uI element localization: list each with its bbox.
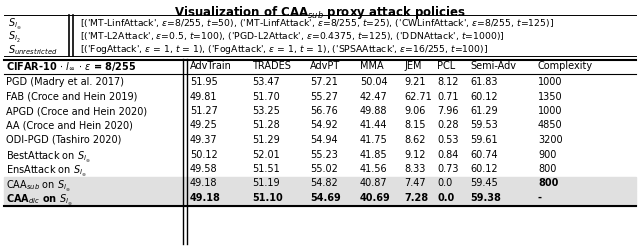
Text: 41.85: 41.85 [360, 150, 388, 159]
Text: 49.18: 49.18 [190, 193, 221, 203]
Text: 59.53: 59.53 [470, 121, 498, 130]
Text: Visualization of CAA$_{sub}$ proxy attack policies: Visualization of CAA$_{sub}$ proxy attac… [174, 4, 466, 21]
Text: 51.19: 51.19 [252, 179, 280, 188]
Text: 50.12: 50.12 [190, 150, 218, 159]
Text: CAA$_{sub}$ on $S_{l_\infty}$: CAA$_{sub}$ on $S_{l_\infty}$ [6, 179, 70, 193]
Text: CIFAR-10 $\cdot$ $l_\infty$ $\cdot$ $\epsilon$ = 8/255: CIFAR-10 $\cdot$ $l_\infty$ $\cdot$ $\ep… [6, 61, 136, 73]
Text: MMA: MMA [360, 61, 383, 71]
Text: 41.56: 41.56 [360, 164, 388, 174]
Text: 54.92: 54.92 [310, 121, 338, 130]
Text: 40.87: 40.87 [360, 179, 388, 188]
Text: 55.02: 55.02 [310, 164, 338, 174]
Bar [4, 177, 636, 191]
Text: 53.25: 53.25 [252, 106, 280, 116]
Text: [('MT-LinfAttack', $\epsilon$=8/255, $t$=50), ('MT-LinfAttack', $\epsilon$=8/255: [('MT-LinfAttack', $\epsilon$=8/255, $t$… [80, 17, 554, 29]
Text: 7.47: 7.47 [404, 179, 426, 188]
Text: 0.84: 0.84 [437, 150, 458, 159]
Text: 51.70: 51.70 [252, 92, 280, 101]
Text: 41.75: 41.75 [360, 135, 388, 145]
Text: 0.0: 0.0 [437, 193, 454, 203]
Text: 50.04: 50.04 [360, 77, 388, 87]
Text: 61.83: 61.83 [470, 77, 497, 87]
Text: 7.96: 7.96 [437, 106, 458, 116]
Text: 9.21: 9.21 [404, 77, 426, 87]
Text: [('FogAttack', $\epsilon$ = 1, $t$ = 1), ('FogAttack', $\epsilon$ = 1, $t$ = 1),: [('FogAttack', $\epsilon$ = 1, $t$ = 1),… [80, 43, 488, 56]
Text: $S_{l_\infty}$: $S_{l_\infty}$ [8, 17, 22, 31]
Text: JEM: JEM [404, 61, 422, 71]
Text: 8.33: 8.33 [404, 164, 426, 174]
Text: FAB (Croce and Hein 2019): FAB (Croce and Hein 2019) [6, 92, 138, 101]
Text: 62.71: 62.71 [404, 92, 432, 101]
Text: 9.06: 9.06 [404, 106, 426, 116]
Text: 49.37: 49.37 [190, 135, 218, 145]
Text: 54.82: 54.82 [310, 179, 338, 188]
Text: 51.95: 51.95 [190, 77, 218, 87]
Bar [4, 191, 636, 206]
Text: 49.81: 49.81 [190, 92, 218, 101]
Text: APGD (Croce and Hein 2020): APGD (Croce and Hein 2020) [6, 106, 147, 116]
Text: Semi-Adv: Semi-Adv [470, 61, 516, 71]
Text: 800: 800 [538, 179, 558, 188]
Text: 55.23: 55.23 [310, 150, 338, 159]
Text: 1000: 1000 [538, 106, 563, 116]
Text: Complexity: Complexity [538, 61, 593, 71]
Text: EnsAttack on $S_{l_\infty}$: EnsAttack on $S_{l_\infty}$ [6, 164, 86, 178]
Text: 59.61: 59.61 [470, 135, 498, 145]
Text: 51.51: 51.51 [252, 164, 280, 174]
Text: 59.38: 59.38 [470, 193, 501, 203]
Text: 53.47: 53.47 [252, 77, 280, 87]
Text: 61.29: 61.29 [470, 106, 498, 116]
Text: 54.94: 54.94 [310, 135, 338, 145]
Text: PCL: PCL [437, 61, 455, 71]
Text: 800: 800 [538, 164, 556, 174]
Text: AdvTrain: AdvTrain [190, 61, 232, 71]
Text: -: - [538, 193, 542, 203]
Text: 49.58: 49.58 [190, 164, 218, 174]
Text: [('MT-L2Attack', $\epsilon$=0.5, $t$=100), ('PGD-L2Attack', $\epsilon$=0.4375, $: [('MT-L2Attack', $\epsilon$=0.5, $t$=100… [80, 30, 504, 42]
Text: 8.12: 8.12 [437, 77, 458, 87]
Text: 51.28: 51.28 [252, 121, 280, 130]
Text: 49.18: 49.18 [190, 179, 218, 188]
Text: 0.53: 0.53 [437, 135, 458, 145]
Text: 49.25: 49.25 [190, 121, 218, 130]
Text: TRADES: TRADES [252, 61, 291, 71]
Text: 8.62: 8.62 [404, 135, 426, 145]
Text: 52.01: 52.01 [252, 150, 280, 159]
Text: $S_{l_2}$: $S_{l_2}$ [8, 30, 20, 45]
Text: 3200: 3200 [538, 135, 563, 145]
Text: 1350: 1350 [538, 92, 563, 101]
Text: 49.88: 49.88 [360, 106, 387, 116]
Text: BestAttack on $S_{l_\infty}$: BestAttack on $S_{l_\infty}$ [6, 150, 91, 164]
Text: 51.27: 51.27 [190, 106, 218, 116]
Text: CAA$_{dic}$ on $S_{l_\infty}$: CAA$_{dic}$ on $S_{l_\infty}$ [6, 193, 72, 207]
Text: 9.12: 9.12 [404, 150, 426, 159]
Text: 4850: 4850 [538, 121, 563, 130]
Text: 8.15: 8.15 [404, 121, 426, 130]
Text: 41.44: 41.44 [360, 121, 387, 130]
Text: 40.69: 40.69 [360, 193, 391, 203]
Text: 900: 900 [538, 150, 556, 159]
Text: 57.21: 57.21 [310, 77, 338, 87]
Text: 0.73: 0.73 [437, 164, 458, 174]
Text: AdvPT: AdvPT [310, 61, 340, 71]
Text: 51.29: 51.29 [252, 135, 280, 145]
Text: 55.27: 55.27 [310, 92, 338, 101]
Text: 60.12: 60.12 [470, 92, 498, 101]
Text: PGD (Madry et al. 2017): PGD (Madry et al. 2017) [6, 77, 124, 87]
Text: 42.47: 42.47 [360, 92, 388, 101]
Text: 56.76: 56.76 [310, 106, 338, 116]
Text: 59.45: 59.45 [470, 179, 498, 188]
Text: 7.28: 7.28 [404, 193, 428, 203]
Text: 51.10: 51.10 [252, 193, 283, 203]
Text: 54.69: 54.69 [310, 193, 340, 203]
Text: 60.12: 60.12 [470, 164, 498, 174]
Text: $S_{unrestricted}$: $S_{unrestricted}$ [8, 43, 58, 57]
Text: 0.71: 0.71 [437, 92, 458, 101]
Text: 60.74: 60.74 [470, 150, 498, 159]
Text: 0.0: 0.0 [437, 179, 452, 188]
Text: AA (Croce and Hein 2020): AA (Croce and Hein 2020) [6, 121, 133, 130]
Text: 1000: 1000 [538, 77, 563, 87]
Text: 0.28: 0.28 [437, 121, 458, 130]
Text: ODI-PGD (Tashiro 2020): ODI-PGD (Tashiro 2020) [6, 135, 122, 145]
